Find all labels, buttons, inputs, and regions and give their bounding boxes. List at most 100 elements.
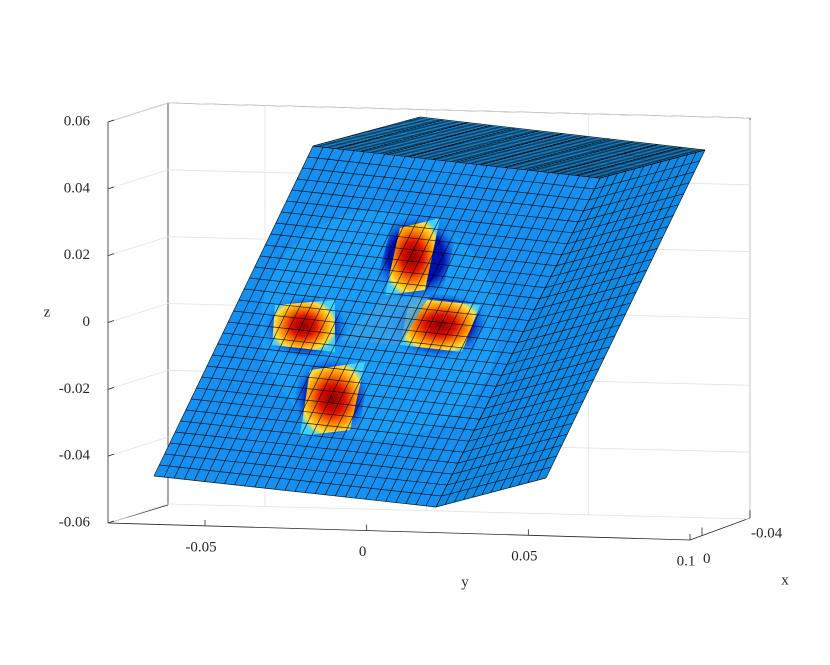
mesh-line: [360, 122, 468, 152]
mesh-line: [578, 193, 684, 223]
y-tick-label: 0.05: [511, 549, 537, 565]
mesh-line: [302, 167, 590, 201]
mesh-line: [254, 266, 540, 299]
mesh-line: [175, 431, 458, 464]
mesh-line: [468, 412, 578, 442]
mesh-line: [212, 354, 497, 387]
grid-line: [107, 236, 169, 257]
grid-line: [167, 503, 751, 520]
hotspot: [272, 300, 335, 352]
grid-line: [107, 303, 169, 323]
hotspot: [385, 218, 440, 295]
mesh-line: [384, 124, 492, 155]
mesh-line: [164, 453, 447, 486]
mesh-line: [567, 215, 674, 245]
mesh-line: [206, 365, 491, 398]
mesh-line: [180, 420, 464, 453]
mesh-line: [312, 116, 421, 147]
mesh-line: [474, 401, 584, 431]
mesh-line: [479, 390, 589, 420]
z-tick: [107, 453, 115, 457]
x-tick-label: 0: [703, 551, 711, 567]
grid-line: [107, 503, 169, 524]
mesh-line: [185, 409, 469, 442]
z-tick: [107, 119, 115, 123]
mesh-line: [244, 288, 529, 321]
z-tick-label: 0.06: [64, 113, 91, 129]
mesh-line: [552, 144, 658, 174]
mesh-line: [539, 269, 647, 299]
mesh-line: [336, 119, 444, 150]
z-tick-label: -0.06: [59, 514, 91, 530]
mesh-line: [222, 332, 508, 365]
mesh-line: [512, 324, 621, 354]
mesh-line: [291, 189, 579, 223]
grid-line: [167, 102, 751, 119]
y-tick-label: 0: [359, 544, 367, 560]
z-tick: [107, 320, 115, 323]
x-tick-label: -0.04: [751, 525, 783, 541]
grid-line: [107, 102, 169, 123]
mesh-line: [594, 160, 700, 190]
mesh-line: [159, 464, 442, 497]
mesh-line: [265, 244, 551, 278]
z-tick-label: -0.02: [59, 381, 90, 397]
mesh-line: [169, 442, 453, 475]
mesh-line: [599, 149, 706, 179]
grid-line: [107, 369, 169, 390]
mesh-line: [446, 455, 557, 486]
mesh-line: [238, 299, 524, 332]
surface: [153, 116, 706, 508]
mesh-line: [456, 133, 563, 163]
mesh-line: [191, 398, 475, 431]
z-tick-label: 0.04: [64, 180, 91, 196]
mesh-line: [463, 422, 573, 453]
mesh-line: [561, 226, 668, 256]
mesh-line: [259, 255, 546, 289]
grid-line: [107, 436, 169, 457]
mesh-line: [485, 379, 594, 409]
mesh-line: [545, 258, 653, 289]
mesh-line: [441, 466, 552, 497]
z-tick-label: 0: [83, 314, 91, 330]
y-tick-label: 0.1: [677, 553, 696, 569]
hotspot: [300, 362, 365, 436]
z-tick: [107, 186, 115, 190]
z-tick: [107, 520, 115, 524]
mesh-line: [249, 277, 535, 310]
mesh-line: [496, 357, 605, 387]
mesh-line: [286, 200, 573, 234]
mesh-line: [528, 291, 637, 321]
mesh-line: [506, 335, 615, 365]
mesh-line: [583, 182, 690, 212]
mesh-line: [201, 376, 486, 409]
mesh-line: [408, 127, 516, 158]
z-axis-label: z: [44, 304, 51, 320]
mesh-line: [281, 211, 568, 245]
mesh-line: [233, 310, 519, 343]
mesh-line: [275, 222, 562, 256]
mesh-line: [556, 237, 663, 267]
y-axis-label: y: [461, 574, 469, 590]
x-axis-label: x: [781, 572, 789, 588]
mesh-line: [490, 368, 600, 398]
y-tick-label: -0.05: [185, 539, 216, 555]
mesh-line: [153, 475, 437, 508]
mesh-line: [528, 141, 634, 171]
mesh-line: [307, 156, 595, 190]
mesh-line: [270, 233, 557, 267]
mesh-line: [501, 346, 610, 376]
mesh-line: [572, 204, 679, 234]
mesh-line: [575, 146, 682, 176]
grid-line: [107, 169, 169, 190]
mesh-line: [452, 444, 562, 475]
z-tick-label: -0.04: [59, 448, 91, 464]
mesh-line: [523, 302, 631, 332]
mesh-line: [588, 171, 695, 201]
mesh-line: [504, 138, 611, 168]
mesh-line: [457, 433, 568, 464]
mesh-line: [517, 313, 626, 343]
mesh-line: [228, 321, 513, 354]
mesh-line: [435, 477, 547, 508]
